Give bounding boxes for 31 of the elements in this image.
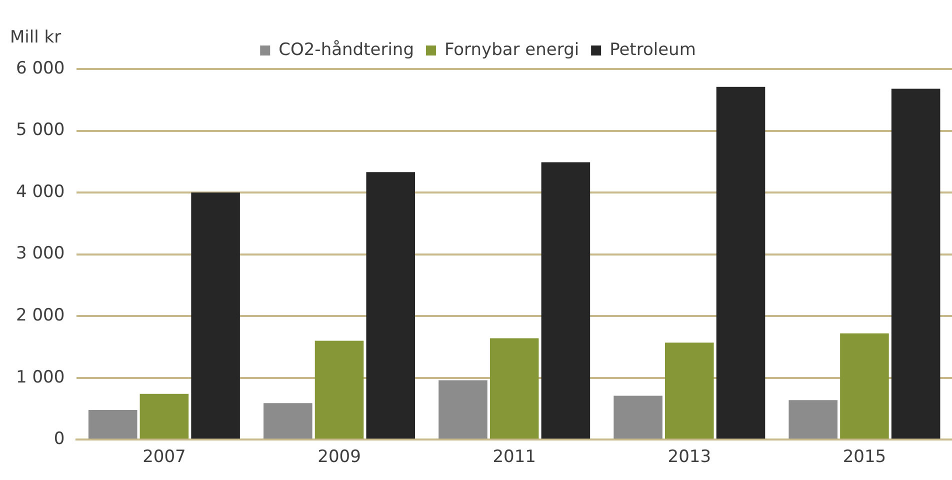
bar — [264, 403, 312, 439]
y-axis-title: Mill kr — [10, 27, 62, 48]
y-tick-label: 3 000 — [16, 244, 65, 264]
y-tick-label: 6 000 — [16, 58, 65, 78]
legend-label: CO2-håndtering — [278, 40, 414, 60]
bar — [541, 162, 590, 439]
bar — [665, 342, 714, 439]
x-tick-label: 2011 — [492, 447, 536, 468]
legend-label: Petroleum — [610, 40, 696, 60]
bar — [191, 192, 240, 439]
bar — [490, 338, 539, 439]
bar — [788, 400, 838, 439]
bar — [438, 380, 488, 439]
bar — [716, 86, 766, 439]
y-tick-label: 5 000 — [16, 120, 65, 140]
y-tick-label: 4 000 — [16, 182, 65, 202]
bar — [891, 88, 940, 439]
x-tick-label: 2007 — [142, 447, 186, 468]
x-tick-label: 2015 — [842, 447, 886, 468]
y-tick-label: 2 000 — [16, 305, 65, 326]
bar — [314, 340, 364, 439]
y-tick-label: 0 — [54, 429, 65, 450]
bar — [840, 333, 889, 439]
bar — [88, 410, 138, 439]
bar — [140, 394, 189, 439]
bar — [614, 396, 662, 439]
x-tick-label: 2009 — [318, 447, 361, 468]
x-tick-label: 2013 — [668, 447, 712, 468]
legend-label: Fornybar energi — [444, 40, 580, 60]
bar — [366, 172, 416, 439]
y-tick-label: 1 000 — [16, 367, 65, 388]
